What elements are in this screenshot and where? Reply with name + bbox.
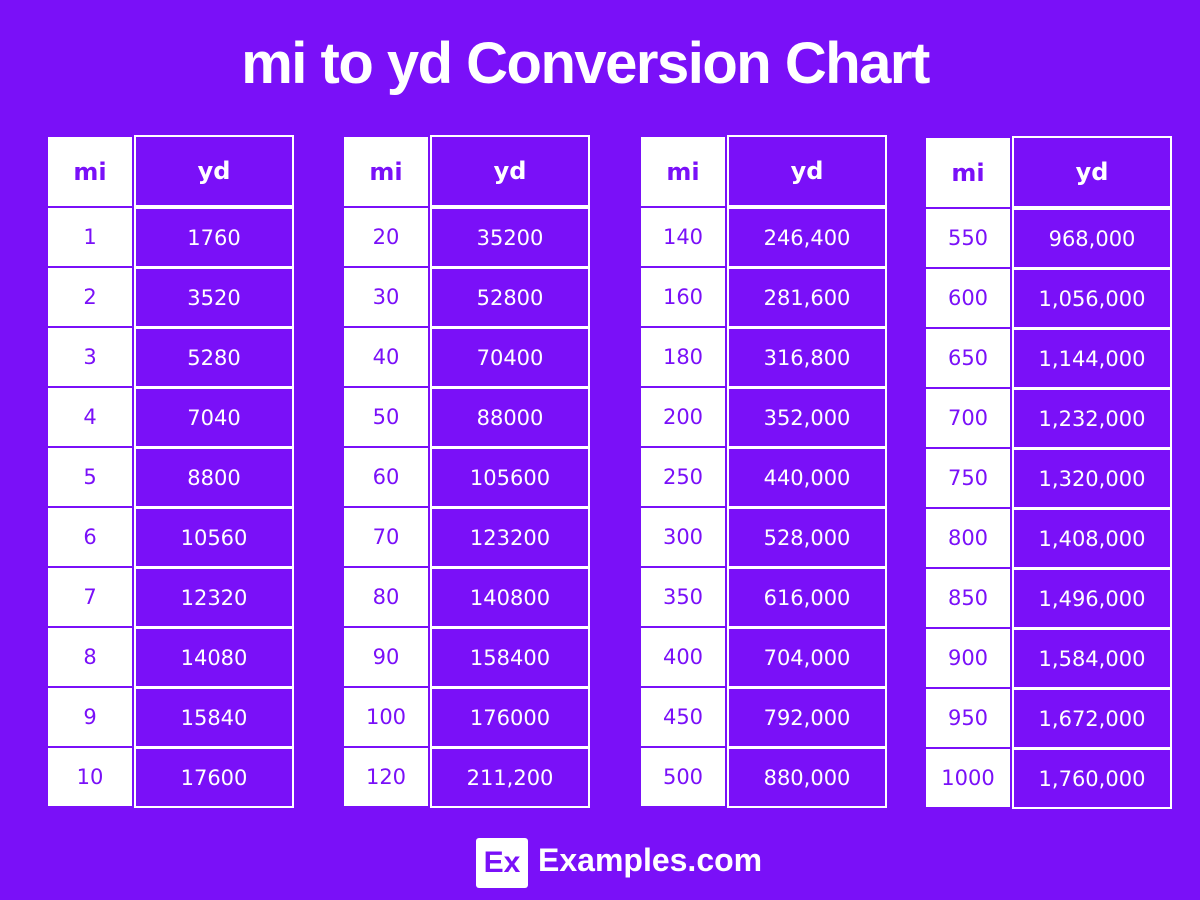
table-cell: 140800 [430, 567, 590, 628]
table-cell: 450 [641, 688, 725, 746]
table-cell: 70400 [430, 327, 590, 388]
table-cell: 90 [344, 628, 428, 686]
table-cell: 200 [641, 388, 725, 446]
table-cell: 1 [48, 208, 132, 266]
table-cell: 800 [926, 509, 1010, 567]
table-cell: 160 [641, 268, 725, 326]
table-cell: 1760 [134, 207, 294, 268]
table-cell: 50 [344, 388, 428, 446]
table-cell: 60 [344, 448, 428, 506]
table-cell: 88000 [430, 387, 590, 448]
table-cell: 80 [344, 568, 428, 626]
table-cell: 9 [48, 688, 132, 746]
table-cell: 100 [344, 688, 428, 746]
table-cell: 1,672,000 [1012, 688, 1172, 749]
table-cell: 352,000 [727, 387, 887, 448]
table-cell: 10 [48, 748, 132, 806]
table-cell: 950 [926, 689, 1010, 747]
table-cell: 900 [926, 629, 1010, 687]
table-cell: 2 [48, 268, 132, 326]
header-cell: yd [1012, 136, 1172, 208]
table-cell: 300 [641, 508, 725, 566]
table-cell: 1,496,000 [1012, 568, 1172, 629]
table-cell: 3520 [134, 267, 294, 328]
table-cell: 70 [344, 508, 428, 566]
table-cell: 350 [641, 568, 725, 626]
site-name: Examples.com [538, 842, 763, 878]
header-cell: yd [727, 135, 887, 207]
table-cell: 120 [344, 748, 428, 806]
table-cell: 7040 [134, 387, 294, 448]
table-cell: 250 [641, 448, 725, 506]
table-cell: 5 [48, 448, 132, 506]
table-cell: 123200 [430, 507, 590, 568]
header-cell: mi [48, 137, 132, 206]
table-cell: 105600 [430, 447, 590, 508]
table-cell: 1,232,000 [1012, 388, 1172, 449]
table-cell: 968,000 [1012, 208, 1172, 269]
table-cell: 400 [641, 628, 725, 686]
table-cell: 316,800 [727, 327, 887, 388]
table-cell: 8 [48, 628, 132, 686]
table-cell: 17600 [134, 747, 294, 808]
table-cell: 140 [641, 208, 725, 266]
table-cell: 1,584,000 [1012, 628, 1172, 689]
table-cell: 850 [926, 569, 1010, 627]
table-cell: 528,000 [727, 507, 887, 568]
table-cell: 211,200 [430, 747, 590, 808]
table-cell: 158400 [430, 627, 590, 688]
table-cell: 35200 [430, 207, 590, 268]
table-cell: 5280 [134, 327, 294, 388]
table-cell: 4 [48, 388, 132, 446]
table-cell: 880,000 [727, 747, 887, 808]
table-cell: 440,000 [727, 447, 887, 508]
table-cell: 15840 [134, 687, 294, 748]
table-cell: 600 [926, 269, 1010, 327]
table-cell: 750 [926, 449, 1010, 507]
table-cell: 12320 [134, 567, 294, 628]
logo: Ex [476, 838, 528, 888]
table-cell: 176000 [430, 687, 590, 748]
header-cell: yd [134, 135, 294, 207]
table-cell: 30 [344, 268, 428, 326]
title: mi to yd Conversion Chart [241, 31, 930, 96]
table-cell: 14080 [134, 627, 294, 688]
table-cell: 1,056,000 [1012, 268, 1172, 329]
header-cell: mi [926, 138, 1010, 207]
header-cell: mi [344, 137, 428, 206]
table-cell: 10560 [134, 507, 294, 568]
table-cell: 246,400 [727, 207, 887, 268]
table-cell: 3 [48, 328, 132, 386]
table-cell: 52800 [430, 267, 590, 328]
table-cell: 8800 [134, 447, 294, 508]
table-cell: 1,760,000 [1012, 748, 1172, 809]
table-cell: 1,320,000 [1012, 448, 1172, 509]
table-cell: 792,000 [727, 687, 887, 748]
table-cell: 281,600 [727, 267, 887, 328]
table-cell: 616,000 [727, 567, 887, 628]
table-cell: 1000 [926, 749, 1010, 807]
table-cell: 700 [926, 389, 1010, 447]
table-cell: 7 [48, 568, 132, 626]
header-cell: yd [430, 135, 590, 207]
table-cell: 650 [926, 329, 1010, 387]
table-cell: 20 [344, 208, 428, 266]
table-cell: 550 [926, 209, 1010, 267]
header-cell: mi [641, 137, 725, 206]
table-cell: 500 [641, 748, 725, 806]
table-cell: 40 [344, 328, 428, 386]
table-cell: 6 [48, 508, 132, 566]
table-cell: 1,144,000 [1012, 328, 1172, 389]
table-cell: 704,000 [727, 627, 887, 688]
table-cell: 1,408,000 [1012, 508, 1172, 569]
table-cell: 180 [641, 328, 725, 386]
